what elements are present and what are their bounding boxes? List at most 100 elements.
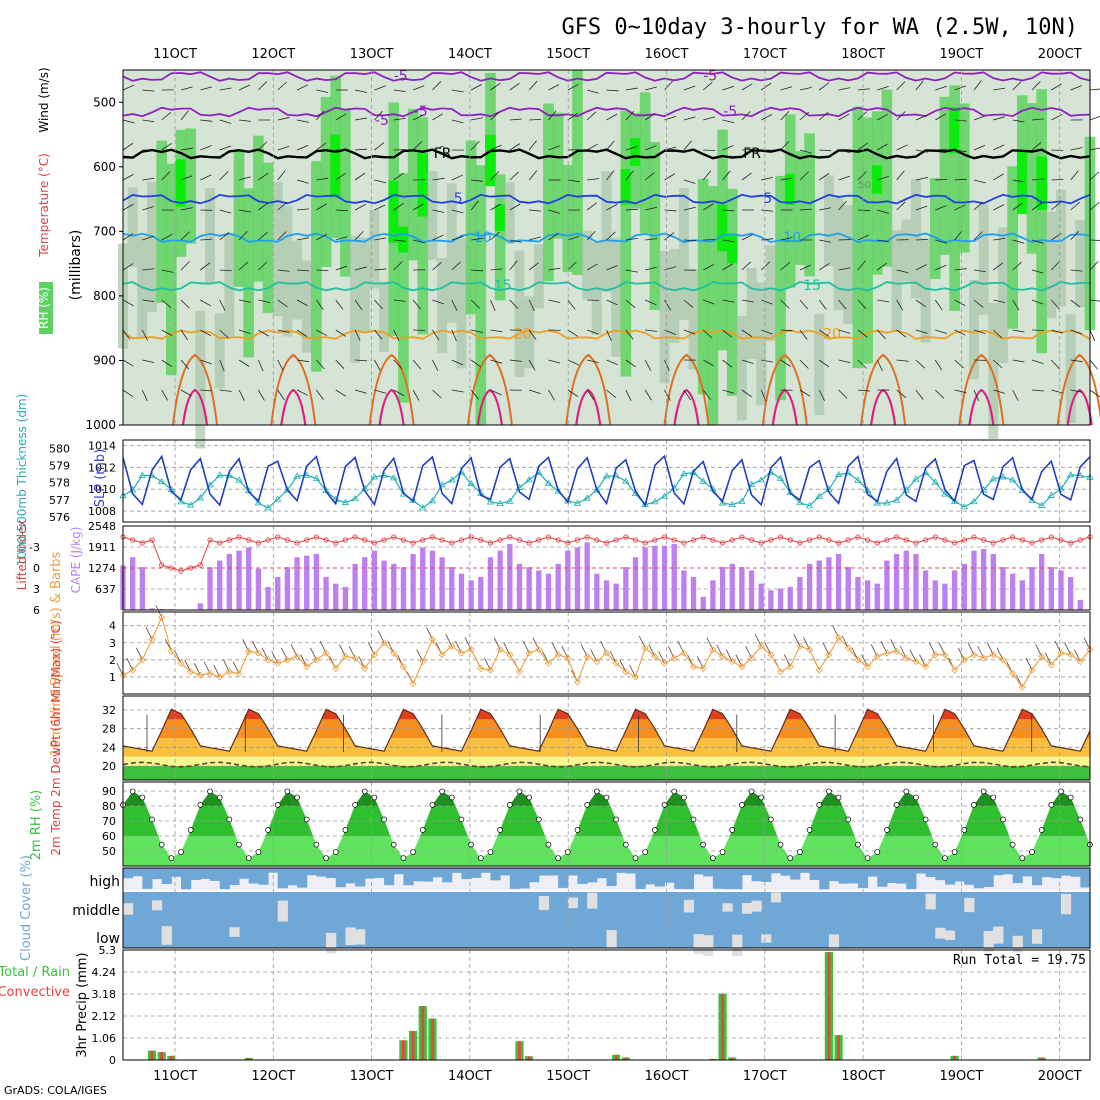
- li-marker: [149, 537, 155, 543]
- wind-speed-marker: [583, 652, 591, 660]
- wind-barb: [354, 389, 367, 394]
- wind-barb: [548, 110, 557, 121]
- wind-barb: [645, 86, 657, 91]
- wind-speed-marker: [825, 651, 833, 659]
- cape-bar: [371, 550, 378, 610]
- rh-dry-cell: [195, 310, 206, 449]
- cloud-high-bar: [181, 868, 192, 890]
- wind-barb: [683, 116, 696, 121]
- wind-barb: [1070, 329, 1083, 335]
- cloud-gap: [538, 896, 549, 911]
- cloud-level-label: middle: [72, 903, 120, 919]
- rh-marker: [197, 802, 204, 808]
- cape-bar: [304, 555, 310, 610]
- wind-barb: [219, 329, 229, 339]
- cape-bar: [468, 580, 474, 610]
- wind-barb: [316, 177, 329, 181]
- wind-speed-marker: [757, 642, 765, 650]
- wind-barb: [412, 389, 420, 401]
- chart-title: GFS 0~10day 3-hourly for WA (2.5W, 10N): [561, 15, 1078, 40]
- li-marker: [1019, 537, 1025, 543]
- wind-barb: [915, 176, 928, 181]
- wind-barb: [548, 389, 555, 401]
- cloud-high-bar: [606, 868, 617, 887]
- rh-tick-label: 90: [102, 785, 116, 798]
- wind-barb: [780, 329, 793, 332]
- wind-speed-marker: [177, 659, 185, 667]
- li-marker: [700, 534, 706, 540]
- wind-barb: [470, 299, 481, 309]
- wind-barb: [412, 85, 425, 91]
- wind-barb: [1031, 359, 1044, 365]
- wind-barb: [1089, 359, 1098, 370]
- wind-barb: [180, 231, 190, 241]
- rh-marker: [178, 849, 184, 855]
- wind-barb: [122, 203, 134, 211]
- rh-dry-cell: [978, 204, 989, 315]
- wind-speed-marker: [428, 635, 437, 643]
- cloud-high-bar: [480, 868, 491, 873]
- wind-barb: [645, 266, 657, 271]
- wind-barb: [819, 359, 830, 368]
- wind-barb: [993, 389, 1005, 394]
- dewpoint-line: [122, 761, 1091, 768]
- cloud-high-bar: [1051, 868, 1062, 879]
- thickness-marker: [999, 473, 1007, 480]
- rh-marker: [168, 855, 175, 861]
- precip-convective-bar: [431, 1018, 434, 1060]
- rh-moist-cell: [1026, 103, 1038, 254]
- cloud-high-bar: [616, 868, 627, 873]
- wind-barb: [954, 268, 967, 271]
- wind-barb: [586, 263, 598, 271]
- run-total-label: Run Total = 19.75: [953, 953, 1086, 968]
- isotherm-25-loop: [368, 353, 415, 426]
- wind-barb: [1070, 170, 1079, 181]
- wind-barb: [451, 174, 463, 181]
- wind-barb: [238, 261, 249, 271]
- wind-barb: [741, 359, 754, 364]
- wind-barb: [1031, 239, 1044, 244]
- rh-dry-cell: [456, 238, 467, 369]
- thickness-marker: [1018, 486, 1027, 493]
- wind-speed-marker: [467, 646, 475, 654]
- wind-barb: [993, 299, 1006, 304]
- cape-bar: [197, 603, 204, 610]
- wind-barb: [354, 172, 366, 181]
- isotherm--5: [122, 106, 1091, 118]
- cape-bar: [700, 596, 706, 610]
- li-marker: [864, 537, 871, 543]
- wind-barb: [200, 119, 213, 122]
- rh-moist-cell: [649, 142, 661, 310]
- wind-barb: [277, 170, 286, 181]
- wind-speed-marker: [138, 656, 146, 664]
- wind-barb: [548, 299, 561, 304]
- rh-marker: [980, 788, 987, 795]
- wind-barb: [819, 149, 832, 152]
- cloud-gap: [345, 927, 356, 946]
- wind-barb: [877, 209, 889, 214]
- cape-bar: [797, 577, 803, 610]
- rh-moist-cell: [958, 103, 970, 253]
- wind-barb: [529, 118, 542, 121]
- wind-barb: [355, 359, 368, 362]
- wind-barb: [1070, 359, 1083, 363]
- wind-barb: [1031, 202, 1043, 211]
- cloud-high-bar: [770, 868, 782, 874]
- wind-barb: [122, 263, 134, 271]
- wind-barb: [432, 113, 443, 121]
- date-tick-label: 15OCT: [546, 47, 590, 62]
- wind-barb: [799, 389, 811, 397]
- rh-marker: [739, 802, 745, 808]
- wind-barb: [451, 329, 457, 342]
- li-marker: [400, 537, 407, 543]
- wind-barb: [432, 145, 444, 151]
- wind-barb: [470, 84, 482, 91]
- wind-speed-marker: [854, 656, 862, 664]
- wind-barb: [316, 110, 325, 121]
- wind-barb: [238, 230, 248, 241]
- wind-barb: [954, 329, 966, 336]
- wind-barb: [993, 87, 1006, 91]
- rh-dry-cell: [659, 250, 670, 384]
- cloud-high-bar: [877, 868, 888, 887]
- rh-moist-cell: [939, 96, 951, 255]
